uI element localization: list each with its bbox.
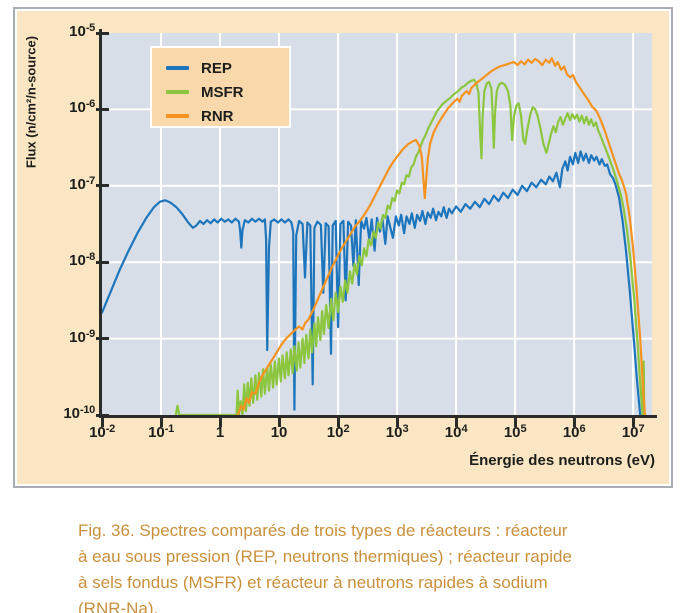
- x-tick-exponent: 5: [520, 423, 527, 435]
- y-tick: [96, 337, 109, 341]
- x-axis-title: Énergie des neutrons (eV): [469, 452, 655, 469]
- y-tick-exponent: -5: [85, 22, 95, 34]
- x-tick: [631, 415, 635, 427]
- msfr-curve: [174, 78, 646, 415]
- x-tick-base: 10: [89, 424, 106, 441]
- legend: REP MSFR RNR: [150, 46, 291, 128]
- y-axis-title: Flux (n/cm²/n-source): [23, 35, 39, 169]
- rep-line-swatch: [166, 66, 189, 70]
- x-tick: [454, 415, 458, 427]
- caption-line-1: Fig. 36. Spectres comparés de trois type…: [78, 521, 568, 540]
- x-tick-label: 104: [426, 423, 486, 441]
- rnr-curve: [236, 57, 646, 415]
- caption-line-4: (RNR-Na).: [78, 599, 159, 613]
- x-tick-base: 10: [621, 424, 639, 441]
- x-tick-label: 107: [603, 423, 663, 441]
- x-tick-exponent: 6: [579, 423, 586, 435]
- rnr-line-swatch: [166, 114, 189, 118]
- y-tick-exponent: -7: [85, 174, 95, 187]
- x-tick: [395, 415, 399, 427]
- legend-label: REP: [201, 59, 232, 77]
- x-tick: [100, 415, 104, 427]
- x-tick-label: 103: [367, 423, 427, 441]
- y-tick-base: 10: [69, 23, 86, 40]
- x-tick: [159, 415, 163, 427]
- x-tick-base: 10: [503, 424, 521, 441]
- y-tick-label: 10-9: [38, 327, 95, 346]
- y-tick-label: 10-8: [38, 251, 95, 270]
- x-tick-base: 10: [270, 424, 288, 441]
- y-tick: [96, 31, 109, 35]
- legend-entry-msfr: MSFR: [166, 80, 289, 104]
- x-tick-label: 106: [544, 423, 604, 441]
- y-tick-exponent: -8: [85, 251, 95, 264]
- spectra-curves: [102, 57, 646, 415]
- legend-entry-rep: REP: [166, 56, 289, 80]
- legend-items: REP MSFR RNR: [166, 56, 289, 128]
- y-tick-label: 10-5: [38, 22, 95, 40]
- legend-entry-rnr: RNR: [166, 104, 289, 128]
- x-tick-label: 102: [308, 423, 368, 441]
- x-tick-base: 10: [148, 424, 165, 441]
- y-tick-base: 10: [69, 252, 86, 270]
- y-tick-exponent: -6: [85, 98, 95, 111]
- x-tick-exponent: -2: [105, 423, 115, 435]
- msfr-line-swatch: [166, 90, 189, 94]
- y-tick-base: 10: [69, 328, 86, 346]
- x-tick: [336, 415, 340, 427]
- x-tick-base: 10: [326, 424, 344, 441]
- caption-line-2: à eau sous pression (REP, neutrons therm…: [78, 547, 572, 566]
- y-tick: [96, 107, 109, 111]
- x-tick-base: 10: [562, 424, 580, 441]
- y-tick-base: 10: [69, 99, 86, 117]
- x-tick-label: 10: [249, 424, 309, 441]
- x-tick-exponent: -1: [164, 423, 174, 435]
- x-tick-label: 1: [190, 424, 250, 441]
- y-axis-line: [99, 29, 102, 418]
- x-tick-label: 10-2: [72, 423, 132, 441]
- y-tick: [96, 184, 109, 188]
- rep-curve: [102, 150, 642, 415]
- x-tick: [513, 415, 517, 427]
- x-tick-base: 10: [385, 424, 403, 441]
- y-tick-base: 10: [69, 175, 86, 193]
- x-tick-exponent: 2: [343, 423, 350, 435]
- y-tick-label: 10-6: [38, 98, 95, 117]
- x-tick-exponent: 3: [402, 423, 409, 435]
- x-tick-label: 105: [485, 423, 545, 441]
- x-tick-label: 10-1: [131, 423, 191, 441]
- figure-caption: Fig. 36. Spectres comparés de trois type…: [78, 518, 658, 613]
- y-tick-label: 10-7: [38, 174, 95, 193]
- y-tick-label: 10-10: [38, 404, 95, 422]
- legend-label: RNR: [201, 107, 234, 125]
- x-tick: [277, 415, 281, 427]
- y-tick: [96, 260, 109, 264]
- x-axis-line: [99, 415, 657, 418]
- x-tick: [218, 415, 222, 427]
- x-tick-exponent: 4: [461, 423, 468, 435]
- caption-line-3: à sels fondus (MSFR) et réacteur à neutr…: [78, 573, 548, 592]
- x-tick: [572, 415, 576, 427]
- y-tick-exponent: -10: [80, 404, 95, 416]
- y-tick-base: 10: [63, 405, 80, 422]
- y-tick-exponent: -9: [85, 327, 95, 340]
- x-tick-base: 10: [444, 424, 462, 441]
- x-tick-base: 1: [215, 424, 225, 441]
- x-tick-exponent: 7: [638, 423, 645, 435]
- legend-label: MSFR: [201, 83, 244, 101]
